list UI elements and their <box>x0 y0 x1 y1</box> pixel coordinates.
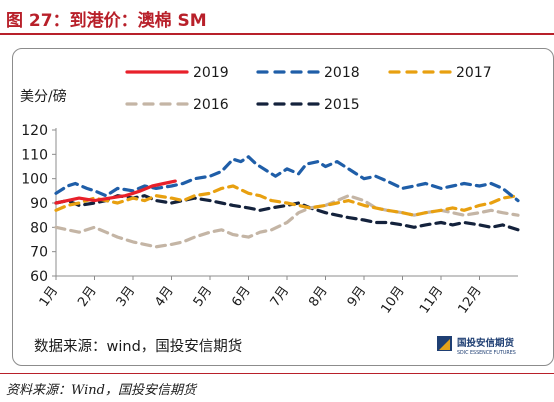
logo-mark-icon: 国投安信期货 SDIC ESSENCE FUTURES <box>437 336 516 356</box>
figure-title: 图 27：到港价：澳棉 SM <box>6 11 207 31</box>
x-tick-label: 7月 <box>268 284 292 310</box>
y-tick-label: 60 <box>30 269 48 285</box>
legend-label: 2015 <box>324 97 360 113</box>
x-tick-label: 1月 <box>37 284 61 310</box>
x-tick-label: 11月 <box>417 284 446 317</box>
company-logo: 国投安信期货 SDIC ESSENCE FUTURES <box>436 333 542 357</box>
series-line-2017 <box>54 184 520 217</box>
series-line-2018 <box>54 155 520 203</box>
title-rule <box>0 33 554 35</box>
legend-label: 2018 <box>324 65 360 81</box>
y-tick-label: 120 <box>21 123 48 139</box>
y-tick-label: 80 <box>30 220 48 236</box>
legend-label: 2016 <box>193 97 229 113</box>
y-axis-label: 美分/磅 <box>20 88 67 105</box>
y-tick-label: 90 <box>30 196 48 212</box>
x-tick-label: 10月 <box>379 284 408 317</box>
x-tick-label: 5月 <box>191 284 215 310</box>
x-tick-label: 3月 <box>114 284 138 310</box>
x-tick-label: 8月 <box>306 284 330 310</box>
x-tick-label: 6月 <box>229 284 253 310</box>
x-tick-label: 2月 <box>75 284 99 310</box>
x-tick-label: 4月 <box>152 284 176 310</box>
y-tick-label: 110 <box>21 147 48 163</box>
chart-source-text: 数据来源：wind，国投安信期货 <box>34 338 242 355</box>
legend-label: 2019 <box>193 65 229 81</box>
svg-text:SDIC ESSENCE FUTURES: SDIC ESSENCE FUTURES <box>457 350 516 356</box>
series-line-2019 <box>54 179 177 205</box>
chart-axes: 60 70 80 90 100 110 120 1月 2月 3月 4月 5月 6月 7月 8月 9月 10月 11… <box>21 123 518 316</box>
source-note: 资料来源：Wind，国投安信期货 <box>6 383 196 398</box>
svg-text:国投安信期货: 国投安信期货 <box>457 337 515 349</box>
x-tick-label: 12月 <box>456 284 485 317</box>
y-tick-label: 70 <box>30 245 48 261</box>
x-tick-label: 9月 <box>345 284 369 310</box>
chart-legend: 2019 2018 2017 2016 2015 <box>125 65 492 113</box>
legend-label: 2017 <box>456 65 492 81</box>
series-lines <box>54 155 520 249</box>
footer-rule <box>0 373 554 374</box>
y-tick-label: 100 <box>21 172 48 188</box>
